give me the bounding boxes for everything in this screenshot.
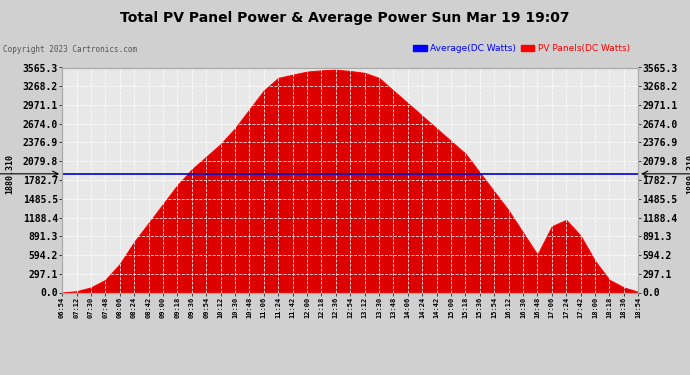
Legend: Average(DC Watts), PV Panels(DC Watts): Average(DC Watts), PV Panels(DC Watts) [410,40,633,57]
Text: Total PV Panel Power & Average Power Sun Mar 19 19:07: Total PV Panel Power & Average Power Sun… [120,11,570,25]
Text: 1880.310: 1880.310 [5,154,14,194]
Text: Copyright 2023 Cartronics.com: Copyright 2023 Cartronics.com [3,45,137,54]
Text: 1880.310: 1880.310 [687,154,690,194]
